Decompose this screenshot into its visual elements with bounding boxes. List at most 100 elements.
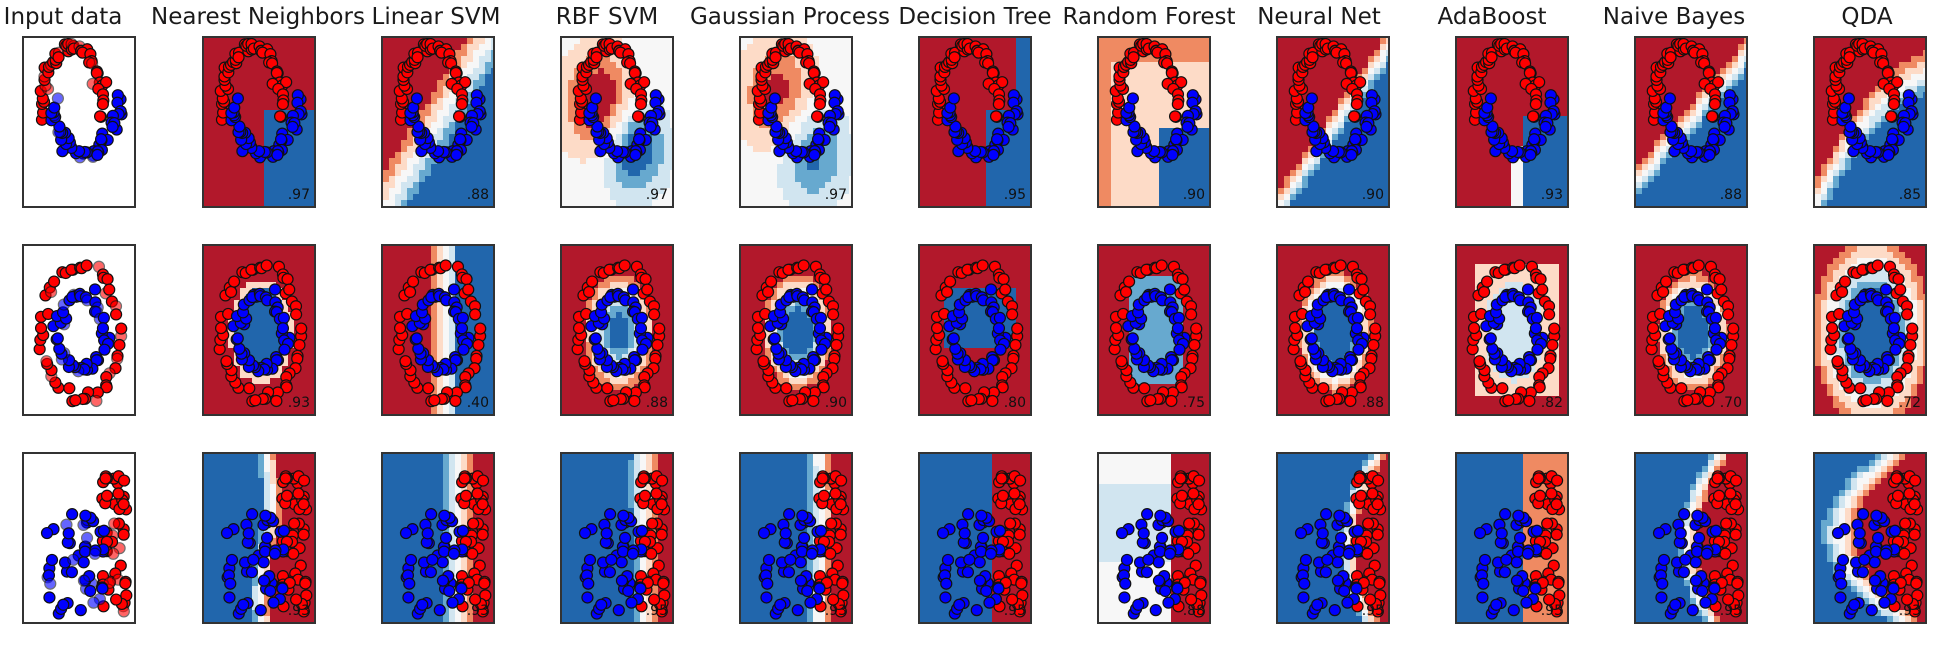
- decision-region-cell: [795, 56, 802, 63]
- decision-region-cell: [980, 134, 987, 141]
- decision-region-cell: [574, 158, 581, 165]
- decision-region-cell: [264, 110, 271, 117]
- decision-region-cell: [747, 206, 754, 208]
- decision-region-cell: [1189, 200, 1196, 206]
- decision-region-cell: [986, 164, 993, 171]
- decision-region-cell: [753, 152, 760, 159]
- decision-region-cell: [849, 176, 851, 183]
- decision-region-cell: [1022, 206, 1029, 208]
- decision-region-cell: [652, 164, 659, 171]
- decision-region-cell: [1302, 134, 1309, 141]
- decision-region-cell: [1105, 116, 1112, 123]
- decision-region-cell: [288, 200, 295, 206]
- decision-region-cell: [843, 182, 850, 189]
- decision-region-cell: [1386, 68, 1388, 75]
- decision-region-cell: [1338, 122, 1345, 129]
- decision-region-cell: [610, 182, 617, 189]
- decision-region-cell: [210, 104, 217, 111]
- decision-region-cell: [312, 170, 314, 177]
- decision-region-cell: [998, 194, 1005, 201]
- decision-region-cell: [1362, 104, 1369, 111]
- decision-region-cell: [1016, 140, 1023, 147]
- decision-region-cell: [819, 50, 826, 57]
- decision-region-cell: [920, 188, 927, 195]
- decision-region-cell: [1028, 146, 1030, 153]
- decision-region-cell: [610, 68, 617, 75]
- decision-region-cell: [801, 206, 808, 208]
- decision-region-cell: [491, 200, 493, 206]
- decision-region-cell: [1380, 98, 1387, 105]
- decision-region-cell: [1111, 146, 1118, 153]
- decision-region-cell: [759, 56, 766, 63]
- decision-region-cell: [479, 188, 486, 195]
- decision-region-cell: [825, 86, 832, 93]
- decision-region-cell: [664, 74, 671, 81]
- decision-region-cell: [282, 188, 289, 195]
- decision-region-cell: [962, 176, 969, 183]
- decision-region-cell: [1207, 134, 1209, 141]
- decision-region-cell: [1183, 182, 1190, 189]
- decision-region-cell: [604, 104, 611, 111]
- decision-region-cell: [926, 56, 933, 63]
- decision-region-cell: [1296, 50, 1303, 57]
- decision-region-cell: [1380, 200, 1387, 206]
- decision-region-cell: [1201, 74, 1208, 81]
- decision-region-cell: [407, 164, 414, 171]
- decision-region-cell: [1290, 68, 1297, 75]
- accuracy-score: .88: [466, 187, 489, 203]
- decision-region-cell: [932, 158, 939, 165]
- decision-region-cell: [204, 104, 211, 111]
- decision-region-cell: [1183, 44, 1190, 51]
- decision-region-cell: [288, 152, 295, 159]
- decision-region-cell: [1523, 38, 1530, 45]
- point-class-0: [1175, 76, 1188, 89]
- decision-region-cell: [1338, 176, 1345, 183]
- decision-region-cell: [938, 140, 945, 147]
- decision-region-cell: [240, 68, 247, 75]
- decision-region-cell: [568, 44, 575, 51]
- decision-region-cell: [628, 188, 635, 195]
- decision-region-cell: [467, 158, 474, 165]
- decision-region-cell: [389, 68, 396, 75]
- decision-region-cell: [837, 170, 844, 177]
- decision-region-cell: [1541, 44, 1548, 51]
- decision-region-cell: [580, 44, 587, 51]
- decision-region-cell: [968, 158, 975, 165]
- decision-region-cell: [413, 170, 420, 177]
- decision-region-cell: [932, 68, 939, 75]
- decision-region-cell: [1177, 158, 1184, 165]
- decision-region-cell: [664, 104, 671, 111]
- decision-region-cell: [1105, 206, 1112, 208]
- decision-region-cell: [204, 50, 211, 57]
- decision-region-cell: [932, 122, 939, 129]
- decision-region-cell: [1475, 128, 1482, 135]
- decision-region-cell: [479, 206, 486, 208]
- decision-region-cell: [479, 80, 486, 87]
- decision-region-cell: [449, 194, 456, 201]
- decision-region-cell: [258, 116, 265, 123]
- decision-region-cell: [950, 74, 957, 81]
- decision-region-cell: [431, 176, 438, 183]
- decision-region-cell: [1159, 92, 1166, 99]
- decision-region-cell: [240, 176, 247, 183]
- decision-region-cell: [467, 188, 474, 195]
- decision-region-cell: [849, 182, 851, 189]
- decision-region-cell: [491, 104, 493, 111]
- decision-region-cell: [252, 164, 259, 171]
- decision-region-cell: [383, 38, 390, 45]
- decision-region-cell: [622, 200, 629, 206]
- decision-region-cell: [1195, 50, 1202, 57]
- decision-region-cell: [431, 56, 438, 63]
- decision-region-cell: [1499, 56, 1506, 63]
- decision-region-cell: [968, 170, 975, 177]
- decision-region-cell: [962, 194, 969, 201]
- decision-region-cell: [258, 92, 265, 99]
- decision-region-cell: [974, 86, 981, 93]
- decision-region-cell: [1499, 68, 1506, 75]
- decision-region-cell: [1177, 56, 1184, 63]
- decision-region-cell: [1028, 158, 1030, 165]
- decision-region-cell: [294, 152, 301, 159]
- decision-region-cell: [1332, 116, 1339, 123]
- decision-region-cell: [1135, 74, 1142, 81]
- decision-region-cell: [586, 164, 593, 171]
